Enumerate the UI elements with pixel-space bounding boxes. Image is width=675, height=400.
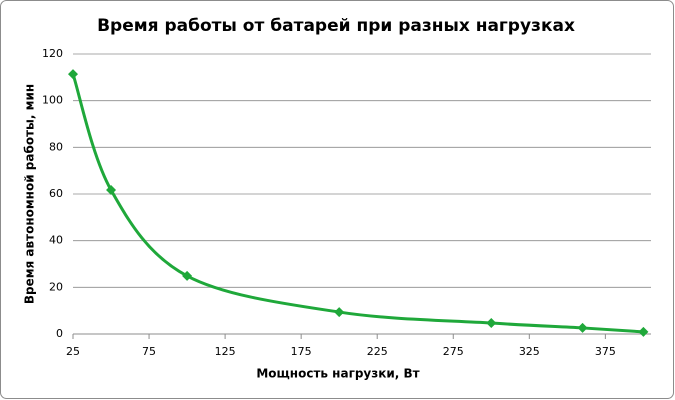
- marker: [577, 322, 588, 333]
- y-tick-label: 0: [56, 327, 63, 340]
- chart-title: Время работы от батарей при разных нагру…: [97, 16, 575, 36]
- x-axis-label: Мощность нагрузки, Вт: [256, 367, 419, 381]
- x-tick-label: 225: [367, 345, 388, 358]
- y-tick-label: 40: [49, 234, 63, 247]
- x-tick-label: 125: [215, 345, 236, 358]
- x-tick-label: 325: [519, 345, 540, 358]
- marker: [182, 270, 193, 281]
- marker: [106, 185, 117, 196]
- y-tick-label: 100: [42, 94, 63, 107]
- x-tick-label: 75: [142, 345, 156, 358]
- y-axis-label: Время автономной работы, мин: [23, 84, 37, 304]
- x-tick-label: 175: [291, 345, 312, 358]
- marker: [334, 307, 345, 318]
- x-tick-label: 275: [443, 345, 464, 358]
- marker: [638, 326, 649, 337]
- x-tick-label: 25: [66, 345, 80, 358]
- marker: [68, 69, 78, 80]
- y-tick-label: 20: [49, 280, 63, 293]
- y-tick-label: 120: [42, 47, 63, 60]
- x-tick-label: 375: [595, 345, 616, 358]
- y-tick-label: 80: [49, 140, 63, 153]
- marker: [486, 318, 497, 329]
- y-tick-label: 60: [49, 187, 63, 200]
